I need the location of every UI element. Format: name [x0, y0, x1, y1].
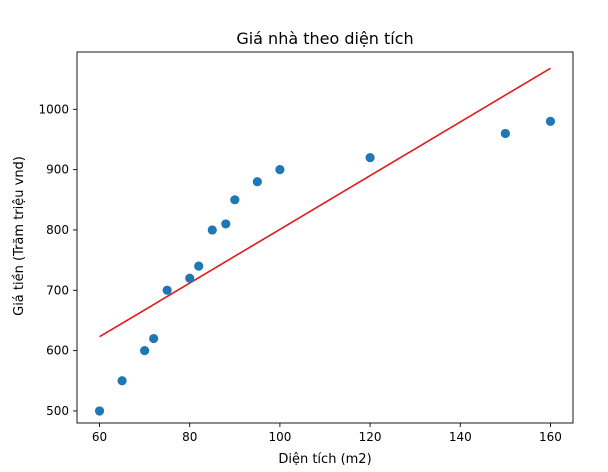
x-tick-label: 60	[92, 430, 107, 444]
axes-layer: 60 80 100 120 140 160 500 600 700 800 900 1000	[38, 51, 574, 444]
data-point	[230, 195, 240, 205]
y-tick-label: 700	[46, 283, 69, 297]
data-point	[140, 346, 150, 356]
data-point	[275, 165, 285, 175]
x-tick-label: 160	[539, 430, 562, 444]
x-tick-label: 140	[449, 430, 472, 444]
plot-frame	[76, 51, 574, 424]
data-point	[252, 177, 262, 187]
x-tick-label: 80	[182, 430, 197, 444]
data-points-layer	[94, 116, 556, 416]
y-tick-label: 1000	[38, 102, 69, 116]
data-point	[162, 285, 172, 295]
data-point	[94, 406, 105, 416]
regression-line-layer	[99, 67, 551, 338]
data-point	[207, 225, 217, 235]
data-point	[221, 219, 231, 229]
data-point	[149, 333, 159, 344]
y-axis-label: Giá tiền (Trăm triệu vnd)	[12, 156, 27, 316]
x-tick-label: 100	[268, 430, 291, 444]
y-tick-label: 900	[46, 163, 69, 177]
data-point	[194, 261, 204, 271]
y-tick-label: 800	[46, 223, 69, 237]
data-point	[365, 152, 375, 163]
y-tick-label: 500	[46, 404, 69, 418]
x-tick-label: 120	[359, 430, 382, 444]
chart-title: Giá nhà theo diện tích	[236, 29, 413, 48]
y-tick-label: 600	[46, 344, 69, 358]
regression-line	[99, 67, 551, 338]
plot-background	[77, 52, 573, 423]
data-point	[545, 116, 556, 126]
plot-area	[77, 52, 573, 423]
data-point	[185, 273, 195, 283]
data-point	[500, 128, 510, 139]
x-axis-label: Diện tích (m2)	[278, 452, 371, 467]
data-point	[117, 376, 127, 386]
